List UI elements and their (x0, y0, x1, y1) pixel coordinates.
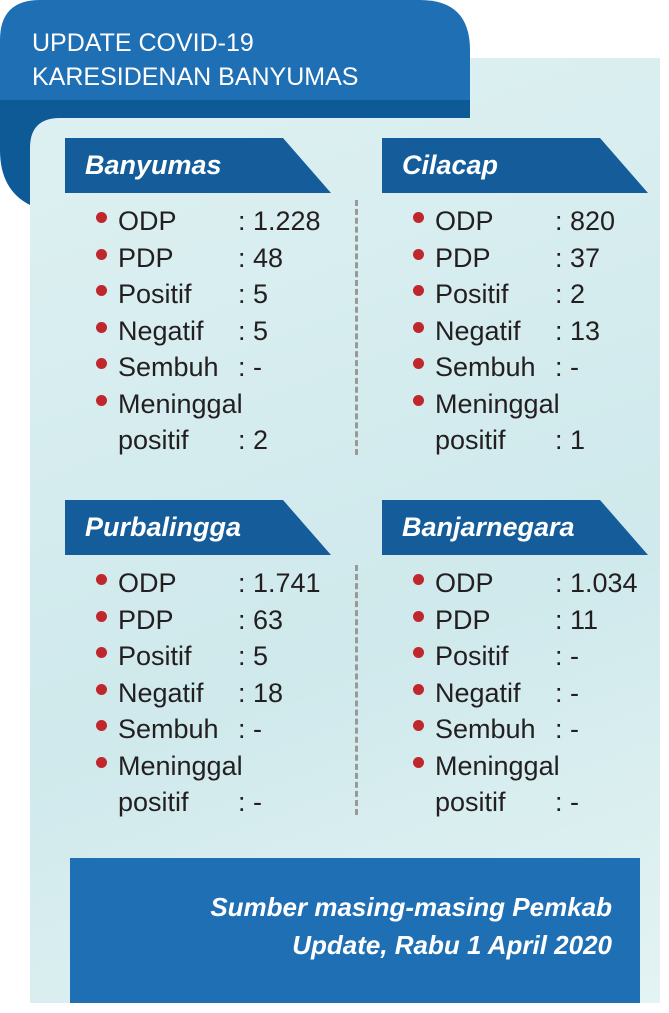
item-row: Meninggal positif: - (96, 748, 343, 821)
item-value: : - (555, 352, 579, 382)
item-list: ODP: 1.741 PDP: 63 Positif: 5 Negatif: 18 Se… (96, 565, 343, 821)
item-row: Negatif : - (413, 675, 660, 712)
item-value: : 1.741 (238, 568, 321, 598)
item-row: Negatif : 13 (413, 313, 660, 350)
item-value: : - (238, 787, 262, 817)
item-label: Sembuh (435, 714, 536, 744)
item-value: : 2 (238, 425, 269, 455)
item-label: Negatif (118, 315, 204, 346)
item-value: : 820 (555, 206, 616, 236)
item-value: : - (555, 677, 579, 708)
footer-line: Sumber masing-masing Pemkab (210, 892, 612, 922)
item-value: : - (555, 641, 579, 671)
header-tab (0, 0, 470, 205)
item-row: Positif : 5 (96, 638, 343, 675)
item-row: Sembuh : - (413, 349, 660, 386)
item-value: : 18 (238, 677, 284, 708)
item-label: ODP (118, 568, 177, 598)
divider (355, 200, 358, 455)
title-line: KARESIDENAN BANYUMAS (32, 63, 359, 91)
item-row: ODP : 1.228 (96, 203, 343, 240)
item-value: : 5 (238, 279, 269, 309)
footer-line: Update, Rabu 1 April 2020 (292, 930, 612, 960)
item-row: Positif : 5 (96, 276, 343, 313)
region-banner: Cilacap (382, 138, 648, 193)
item-label: Sembuh (118, 352, 219, 382)
item-row: Sembuh : - (413, 711, 660, 748)
item-label: Sembuh (435, 352, 536, 382)
item-value: : - (238, 352, 262, 382)
item-label: Meninggal positif (435, 750, 560, 818)
item-row: Meninggal positif: 1 (413, 386, 660, 459)
item-row: PDP : 63 (96, 602, 343, 639)
item-label: ODP (118, 206, 177, 236)
item-label: Negatif (435, 315, 521, 346)
item-row: PDP : 11 (413, 602, 660, 639)
item-value: : 1.228 (238, 206, 321, 236)
item-label: Positif (435, 641, 509, 671)
item-label: Positif (118, 641, 192, 671)
item-row: ODP : 820 (413, 203, 660, 240)
item-row: Meninggal positif: - (413, 748, 660, 821)
item-value: : - (555, 787, 579, 817)
item-list: ODP: 1.228 PDP: 48 Positif: 5 Negatif: 5 Sem… (96, 203, 343, 459)
item-row: ODP : 1.034 (413, 565, 660, 602)
footer: Sumber masing-masing Pemkab Update, Rabu… (70, 858, 640, 1003)
item-value: : 5 (238, 315, 269, 346)
item-label: Meninggal positif (118, 388, 243, 456)
title-line: UPDATE COVID-19 (32, 29, 254, 57)
item-list: ODP: 820 PDP: 37 Positif: 2 Negatif: 13 Semb… (413, 203, 660, 459)
item-label: Positif (435, 279, 509, 309)
item-row: Positif : - (413, 638, 660, 675)
item-row: Negatif : 5 (96, 313, 343, 350)
item-row: Sembuh : - (96, 711, 343, 748)
item-row: Positif : 2 (413, 276, 660, 313)
item-label: PDP (435, 604, 491, 635)
item-value: : 63 (238, 604, 284, 635)
item-value: : 5 (238, 641, 269, 671)
item-row: Meninggal positif: 2 (96, 386, 343, 459)
item-value: : - (555, 714, 579, 744)
item-label: ODP (435, 206, 494, 236)
item-label: ODP (435, 568, 494, 598)
divider (355, 565, 358, 815)
item-value: : 37 (555, 242, 601, 273)
item-value: : 13 (555, 315, 601, 346)
item-label: Negatif (435, 677, 521, 708)
item-value: : 1 (555, 425, 586, 455)
item-list: ODP: 1.034 PDP: 11 Positif: - Negatif: - Sem… (413, 565, 660, 821)
region-banner: Banyumas (65, 138, 331, 193)
item-label: Negatif (118, 677, 204, 708)
item-row: Negatif : 18 (96, 675, 343, 712)
item-row: PDP : 48 (96, 240, 343, 277)
item-value: : 1.034 (555, 568, 638, 598)
item-value: : 11 (555, 604, 599, 635)
item-label: PDP (435, 242, 491, 273)
item-value: : - (238, 714, 262, 744)
item-value: : 2 (555, 279, 586, 309)
item-label: PDP (118, 242, 174, 273)
item-value: : 48 (238, 242, 284, 273)
item-label: Positif (118, 279, 192, 309)
item-label: Sembuh (118, 714, 219, 744)
item-row: PDP : 37 (413, 240, 660, 277)
region-banner: Banjarnegara (382, 500, 648, 555)
item-row: Sembuh : - (96, 349, 343, 386)
item-row: ODP : 1.741 (96, 565, 343, 602)
item-label: Meninggal positif (118, 750, 243, 818)
item-label: PDP (118, 604, 174, 635)
region-banner: Purbalingga (65, 500, 331, 555)
header-title: UPDATE COVID-19 KARESIDENAN BANYUMAS (32, 26, 358, 94)
item-label: Meninggal positif (435, 388, 560, 456)
